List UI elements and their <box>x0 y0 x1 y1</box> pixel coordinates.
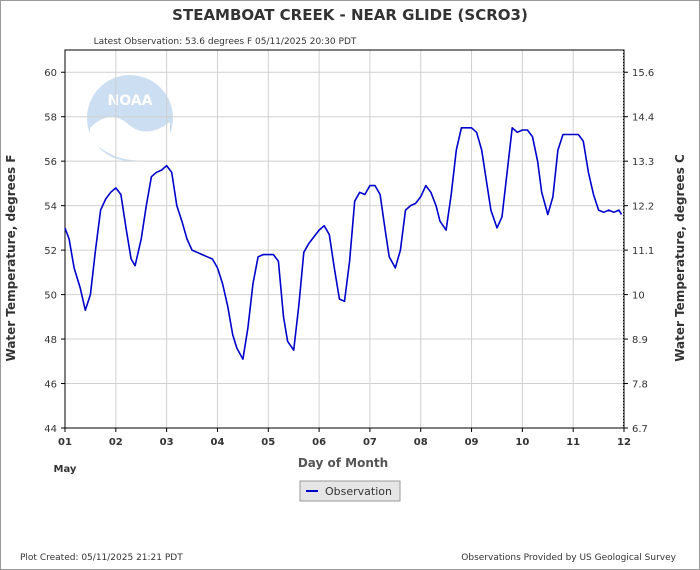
y-tick-label: 56 <box>44 157 57 168</box>
y2-tick-label: 12.2 <box>632 202 654 213</box>
noaa-logo-text: NOAA <box>108 93 153 109</box>
y2-tick-label: 6.7 <box>632 424 648 435</box>
y2-tick-label: 10 <box>632 291 645 302</box>
x-tick-label: 08 <box>414 437 428 448</box>
series-layer <box>64 127 623 360</box>
y-tick-label: 58 <box>44 113 57 124</box>
x-tick-label: 02 <box>109 437 123 448</box>
y-tick-label: 48 <box>44 335 57 346</box>
x-tick-label: 07 <box>363 437 377 448</box>
noaa-logo: NOAA <box>87 75 173 161</box>
x-tick-label: 10 <box>515 437 529 448</box>
legend: Observation <box>299 480 401 502</box>
y-tick-label: 46 <box>44 380 57 391</box>
x-tick-label: 05 <box>261 437 275 448</box>
legend-box <box>299 480 401 502</box>
y-tick-label: 44 <box>44 424 57 435</box>
y2-tick-label: 7.8 <box>632 380 648 391</box>
x-tick-label: 01 <box>58 437 72 448</box>
y2-axis-label: Water Temperature, degrees C <box>673 154 687 362</box>
x-tick-label: 04 <box>210 437 224 448</box>
plot-area-border <box>64 49 625 429</box>
legend-label: Observation <box>325 485 392 498</box>
plot-created: Plot Created: 05/11/2025 21:21 PDT <box>20 553 183 563</box>
x-month-label: May <box>54 464 77 475</box>
x-tick-label: 03 <box>160 437 174 448</box>
y2-tick-label: 14.4 <box>632 113 654 124</box>
x-tick-label: 09 <box>465 437 479 448</box>
x-tick-label: 12 <box>617 437 631 448</box>
data-provider: Observations Provided by US Geological S… <box>461 553 676 563</box>
y2-tick-label: 8.9 <box>632 335 648 346</box>
x-axis-label: Day of Month <box>298 456 388 470</box>
x-tick-label: 11 <box>566 437 580 448</box>
y2-tick-label: 13.3 <box>632 157 654 168</box>
x-tick-label: 06 <box>312 437 326 448</box>
y2-tick-label: 11.1 <box>632 246 654 257</box>
y-tick-label: 54 <box>44 202 57 213</box>
chart-title: STEAMBOAT CREEK - NEAR GLIDE (SCRO3) <box>172 6 528 24</box>
latest-observation: Latest Observation: 53.6 degrees F 05/11… <box>94 37 357 47</box>
y-tick-label: 52 <box>44 246 57 257</box>
y-tick-label: 50 <box>44 291 57 302</box>
grid-layer <box>65 50 624 428</box>
y2-tick-label: 15.6 <box>632 68 654 79</box>
series-line-observation <box>64 127 623 360</box>
y-tick-label: 60 <box>44 68 57 79</box>
y-axis-label: Water Temperature, degrees F <box>4 155 18 362</box>
ticks-layer: 01 02 03 04 05 06 07 08 09 10 11 12 44 46 48 50 52 54 56 58… <box>44 68 654 448</box>
